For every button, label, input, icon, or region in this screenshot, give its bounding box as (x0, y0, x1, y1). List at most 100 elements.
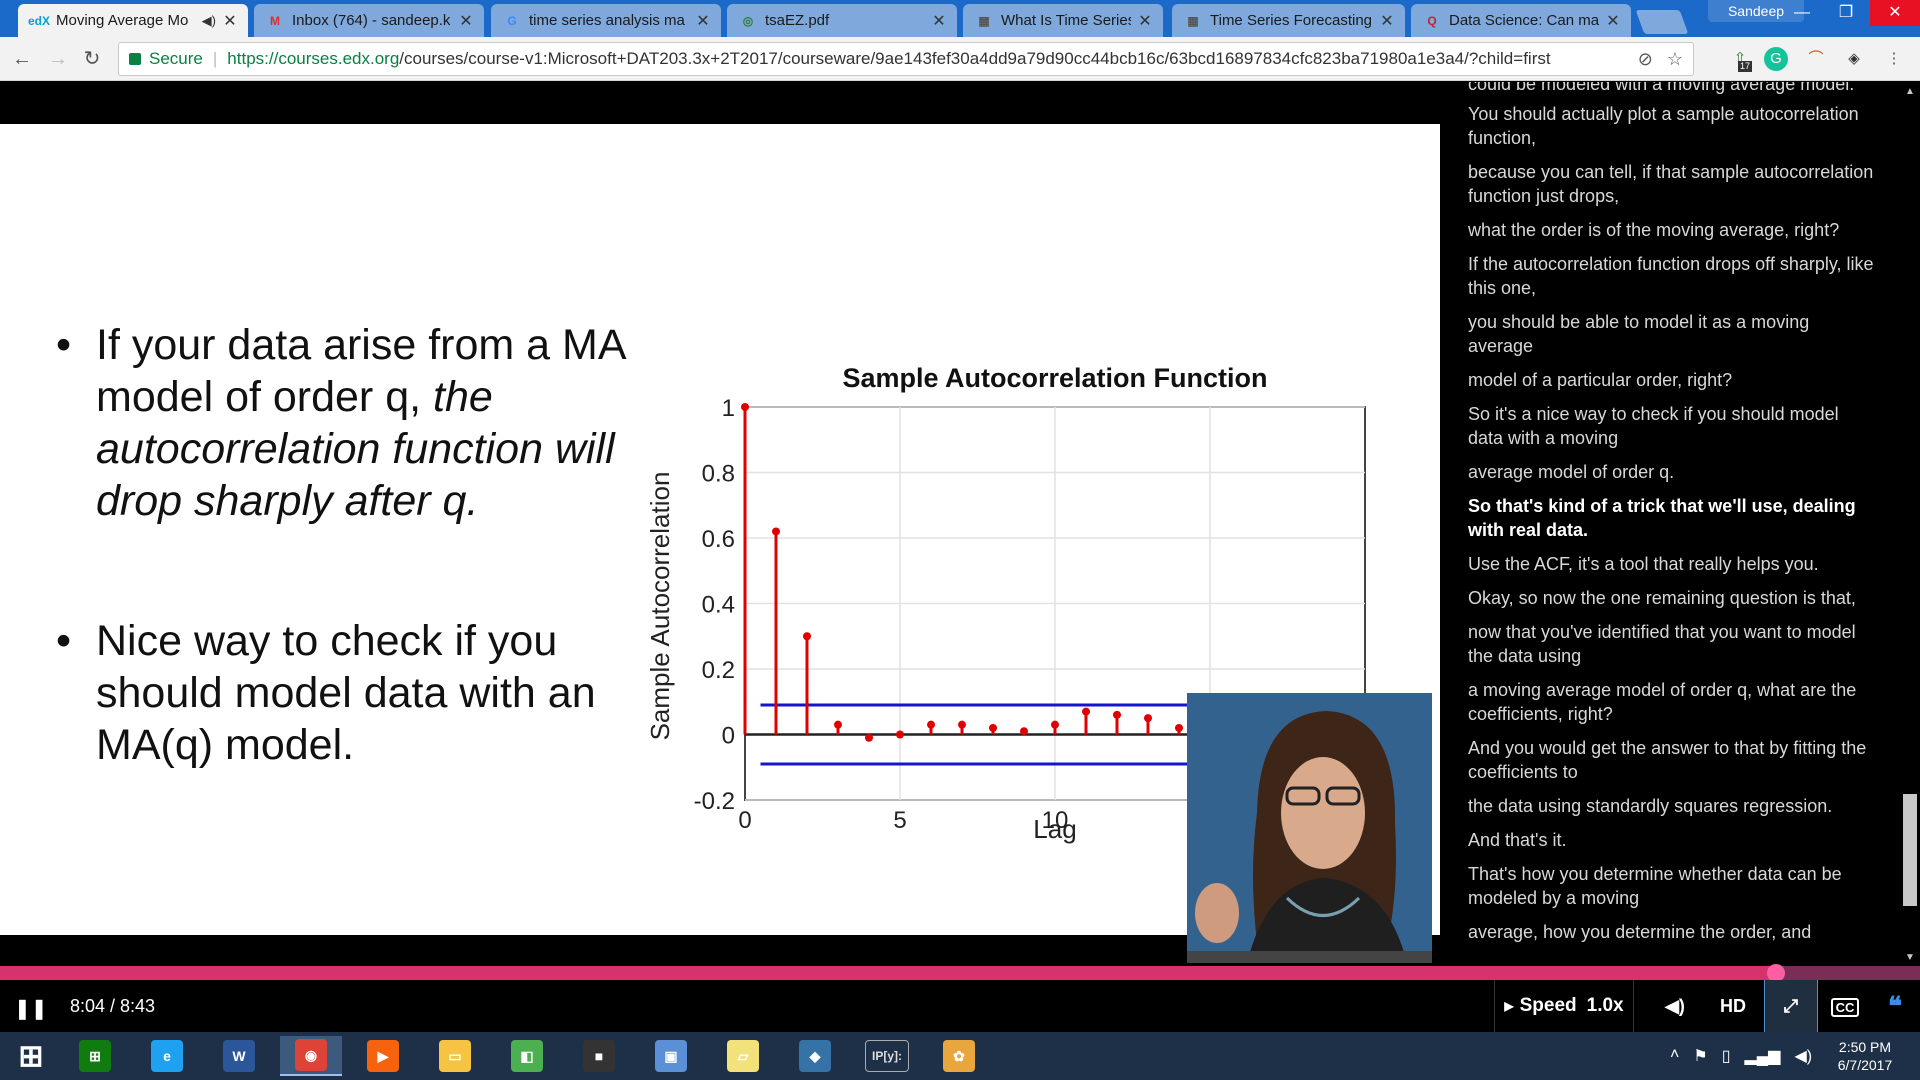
transcript-line[interactable]: the data using standardly squares regres… (1468, 796, 1833, 816)
lock-icon (129, 53, 141, 65)
video-progress-bar[interactable] (0, 964, 1920, 982)
internet-explorer-icon-glyph: e (151, 1040, 183, 1072)
tab-close-icon[interactable]: ✕ (1138, 12, 1152, 30)
fullscreen-icon[interactable]: ⤢ (1764, 980, 1818, 1032)
transcript-scrollbar[interactable]: ▲ ▼ (1900, 82, 1920, 966)
tab-title: Moving Average Mo (56, 12, 189, 29)
close-window-icon[interactable]: ✕ (1870, 0, 1920, 26)
speaker-icon[interactable]: ◀) (1794, 1048, 1813, 1065)
browser-tab[interactable]: Q Data Science: Can mach ✕ (1411, 4, 1631, 37)
store-icon[interactable]: ⊞ (64, 1036, 126, 1076)
transcript-toggle-icon[interactable]: ❝ (1888, 991, 1902, 1021)
closed-captions-button[interactable]: CC (1818, 980, 1872, 1032)
browser-tab[interactable]: ▦ What Is Time Series For ✕ (963, 4, 1163, 37)
transcript-line[interactable]: average model of order q. (1468, 462, 1675, 482)
taskbar-clock[interactable]: 2:50 PM 6/7/2017 (1820, 1038, 1910, 1074)
speed-button[interactable]: ▶ Speed 1.0x (1494, 980, 1634, 1032)
cc-label: CC (1830, 998, 1860, 1017)
acf-point (1144, 714, 1152, 723)
browser-tab[interactable]: ◎ tsaEZ.pdf ✕ (727, 4, 957, 37)
video-player[interactable]: • If your data arise from a MA model of … (0, 82, 1440, 966)
chrome-icon[interactable]: ◉ (280, 1036, 342, 1076)
clock-time: 2:50 PM (1838, 1039, 1892, 1055)
transcript-line[interactable]: a moving average model of order q, what … (1468, 680, 1857, 724)
tab-close-icon[interactable]: ✕ (696, 12, 710, 30)
google-icon: G (507, 13, 517, 28)
tray-expand-icon[interactable]: ˄ (1670, 1046, 1680, 1063)
url-path: /courses/course-v1:Microsoft+DAT203.3x+2… (399, 49, 1551, 68)
bullet-1-emphasis: the autocorrelation function will drop s… (96, 373, 615, 525)
sticky-notes-icon[interactable]: ▱ (712, 1036, 774, 1076)
profile-button[interactable]: Sandeep (1708, 0, 1804, 22)
transcript-line[interactable]: And that's it. (1468, 830, 1567, 850)
transcript-line[interactable]: could be modeled with a moving average m… (1468, 82, 1855, 94)
tab-close-icon[interactable]: ✕ (1606, 12, 1620, 30)
tab-close-icon[interactable]: ✕ (223, 12, 237, 30)
transcript-line[interactable]: You should actually plot a sample autoco… (1468, 104, 1859, 148)
security-app-icon[interactable]: ◧ (496, 1036, 558, 1076)
browser-tab[interactable]: edX Moving Average Mo ◀) ✕ (18, 4, 248, 37)
transcript-line[interactable]: you should be able to model it as a movi… (1468, 312, 1810, 356)
pause-icon[interactable]: ❚❚ (14, 998, 48, 1020)
flag-icon[interactable]: ⚑ (1693, 1048, 1708, 1065)
python-icon[interactable]: ◆ (784, 1036, 846, 1076)
grammarly-icon[interactable]: G (1764, 47, 1788, 71)
browser-tab[interactable]: ▦ Time Series Forecasting ✕ (1172, 4, 1405, 37)
speed-value: 1.0x (1586, 995, 1624, 1016)
volume-icon[interactable]: ◀) (1665, 996, 1685, 1016)
shield-icon[interactable]: ◈ (1848, 50, 1860, 67)
hd-button[interactable]: HD (1720, 996, 1746, 1016)
transcript-line[interactable]: So it's a nice way to check if you shoul… (1468, 404, 1839, 448)
console-window-icon[interactable]: ■ (568, 1036, 630, 1076)
word-icon[interactable]: W (208, 1036, 270, 1076)
extension-icon[interactable]: ⇧ 17 (1733, 50, 1753, 72)
media-player-icon[interactable]: ▶ (352, 1036, 414, 1076)
transcript-line[interactable]: Okay, so now the one remaining question … (1468, 588, 1856, 608)
menu-icon[interactable]: ⋮ (1886, 50, 1902, 67)
tab-close-icon[interactable]: ✕ (459, 12, 473, 30)
transcript-line[interactable]: now that you've identified that you want… (1468, 622, 1856, 666)
new-tab-button[interactable] (1635, 10, 1689, 34)
transcript-line[interactable]: what the order is of the moving average,… (1468, 220, 1840, 240)
tab-close-icon[interactable]: ✕ (932, 12, 946, 30)
transcript-line[interactable]: model of a particular order, right? (1468, 370, 1733, 390)
start-button[interactable]: ⊞ (0, 1036, 62, 1076)
paint-icon[interactable]: ✿ (928, 1036, 990, 1076)
progress-handle[interactable] (1767, 964, 1785, 982)
browser-tab[interactable]: M Inbox (764) - sandeep.k ✕ (254, 4, 484, 37)
scrollbar-thumb[interactable] (1903, 794, 1917, 906)
translate-icon[interactable]: ⊘ (1637, 48, 1653, 69)
scroll-up-icon[interactable]: ▲ (1905, 86, 1915, 97)
forward-icon[interactable]: → (48, 48, 68, 70)
tab-title: Inbox (764) - sandeep.k (292, 12, 451, 29)
ipython-icon[interactable]: IP[y]: (856, 1036, 918, 1076)
graph-extension-icon[interactable]: ⌒ (1808, 50, 1824, 67)
battery-icon[interactable]: ▯ (1721, 1048, 1731, 1065)
minimize-icon[interactable]: — (1794, 4, 1810, 21)
url-text[interactable]: https://courses.edx.org/courses/course-v… (227, 49, 1623, 69)
file-explorer-icon[interactable]: ▭ (424, 1036, 486, 1076)
transcript-panel[interactable]: could be modeled with a moving average m… (1440, 82, 1900, 966)
network-icon[interactable]: ▂▄▆ (1744, 1048, 1781, 1065)
tab-close-icon[interactable]: ✕ (1380, 12, 1394, 30)
transcript-line[interactable]: average, how you determine the order, an… (1468, 922, 1812, 942)
transcript-line-current[interactable]: So that's kind of a trick that we'll use… (1468, 496, 1856, 540)
scroll-down-icon[interactable]: ▼ (1905, 952, 1915, 963)
transcript-line[interactable]: That's how you determine whether data ca… (1468, 864, 1842, 908)
bookmark-star-icon[interactable]: ☆ (1666, 48, 1683, 69)
back-icon[interactable]: ← (12, 48, 32, 70)
internet-explorer-icon[interactable]: e (136, 1036, 198, 1076)
transcript-line[interactable]: If the autocorrelation function drops of… (1468, 254, 1874, 298)
address-bar[interactable]: Secure | https://courses.edx.org/courses… (118, 42, 1694, 76)
network-computer-icon[interactable]: ▣ (640, 1036, 702, 1076)
transcript-line[interactable]: because you can tell, if that sample aut… (1468, 162, 1874, 206)
reload-icon[interactable]: ↻ (83, 48, 101, 70)
tab-audio-icon[interactable]: ◀) (201, 12, 216, 28)
paint-icon-glyph: ✿ (943, 1040, 975, 1072)
transcript-line[interactable]: Use the ACF, it's a tool that really hel… (1468, 554, 1819, 574)
maximize-icon[interactable]: ❐ (1838, 4, 1854, 21)
acf-point (803, 632, 811, 641)
document-icon: ▦ (1187, 13, 1199, 28)
transcript-line[interactable]: And you would get the answer to that by … (1468, 738, 1867, 782)
